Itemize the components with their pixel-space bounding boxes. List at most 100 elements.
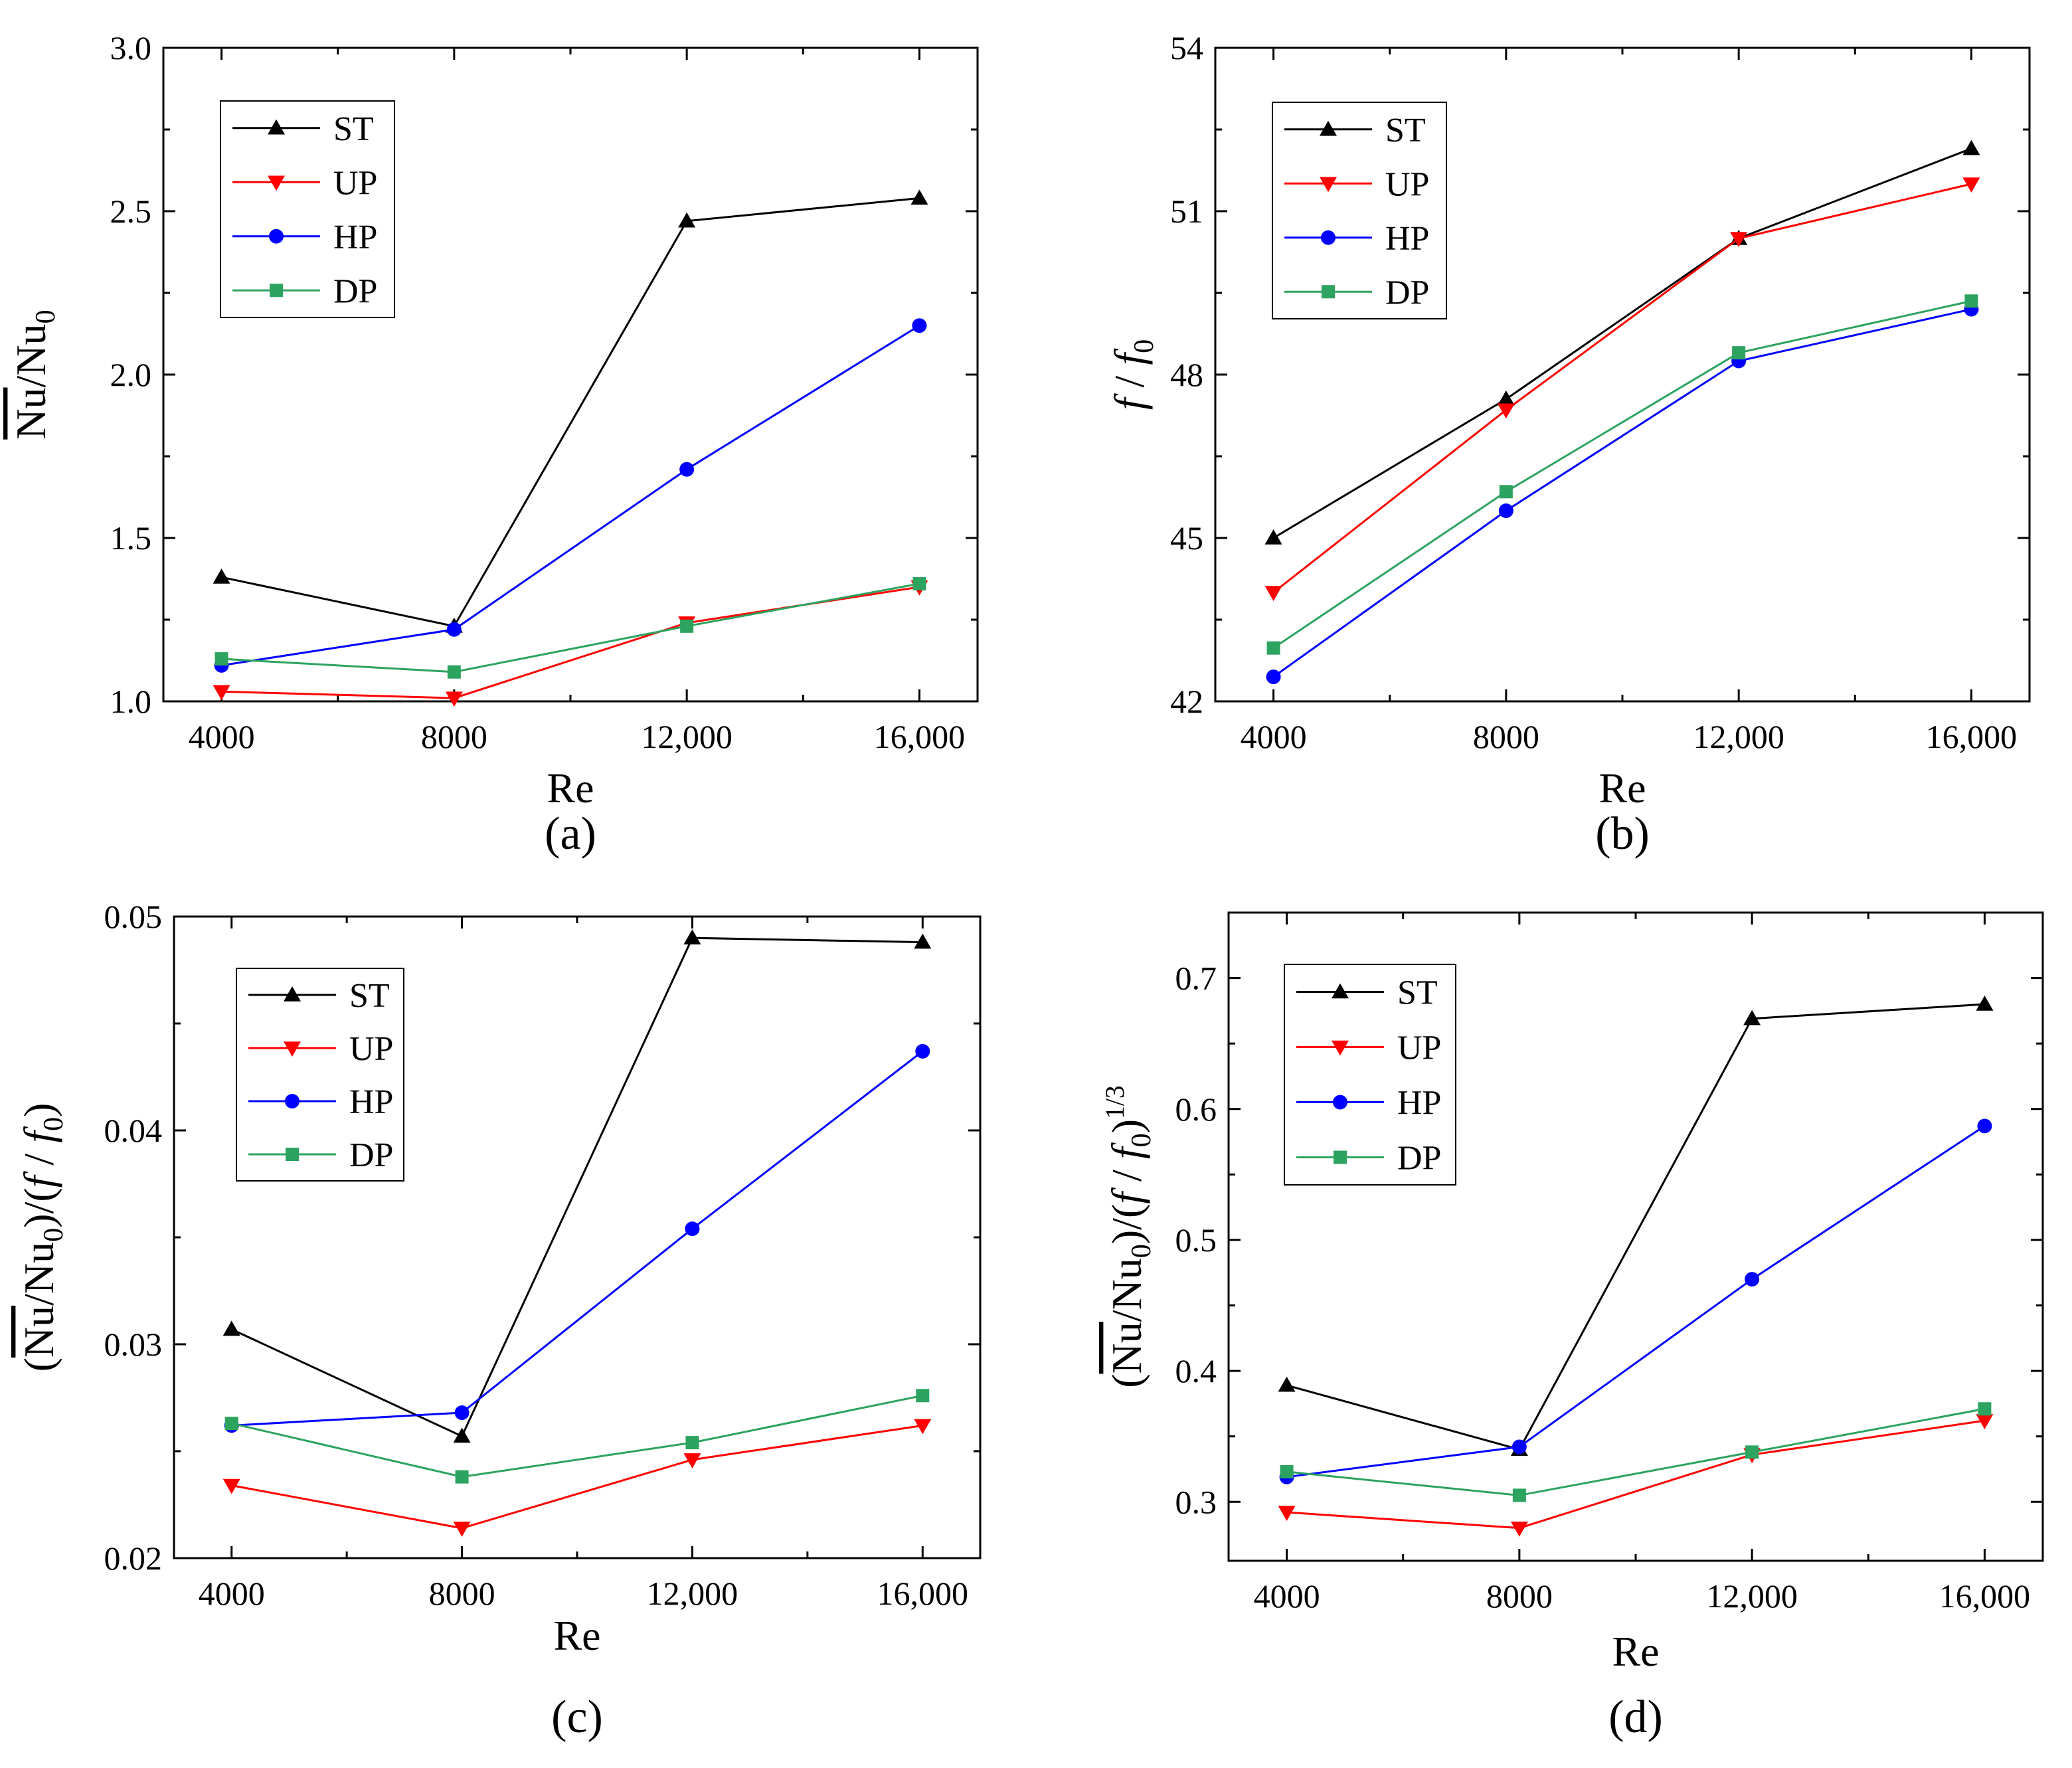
data-point-st bbox=[1497, 390, 1515, 406]
data-point-st bbox=[914, 933, 932, 949]
legend-label-up: UP bbox=[333, 164, 377, 202]
x-axis-label: Re bbox=[1598, 764, 1646, 812]
data-point-up bbox=[1962, 177, 1980, 193]
x-tick-label: 12,000 bbox=[647, 1575, 738, 1612]
series-hp bbox=[214, 318, 927, 673]
x-axis-label: Re bbox=[547, 764, 594, 812]
y-tick-label: 51 bbox=[1170, 193, 1203, 230]
data-point-hp bbox=[446, 622, 462, 637]
series-st bbox=[222, 929, 932, 1443]
legend-marker-hp bbox=[269, 228, 284, 244]
legend: ST UP HP DP bbox=[1272, 102, 1447, 319]
data-point-dp bbox=[224, 1417, 238, 1431]
legend-label-up: UP bbox=[1397, 1029, 1441, 1067]
data-point-up bbox=[683, 1453, 701, 1468]
data-point-up bbox=[1510, 1521, 1528, 1537]
y-axis-label: f / f0 bbox=[1106, 339, 1160, 410]
x-tick-label: 4000 bbox=[1254, 1577, 1320, 1615]
series-line-hp bbox=[221, 324, 920, 667]
data-point-dp bbox=[455, 1470, 469, 1484]
y-tick-label: 0.5 bbox=[1175, 1221, 1217, 1259]
data-point-up bbox=[453, 1522, 471, 1537]
series-line-dp bbox=[231, 1394, 923, 1478]
series-line-hp bbox=[1286, 1125, 1986, 1478]
data-point-dp bbox=[447, 665, 461, 679]
series-line-st bbox=[221, 197, 920, 628]
series-st bbox=[1264, 139, 1980, 545]
data-point-st bbox=[678, 212, 696, 228]
data-point-dp bbox=[1978, 1402, 1992, 1416]
data-point-st bbox=[1264, 529, 1282, 545]
series-dp bbox=[1280, 1402, 1992, 1502]
panel-b: 4000 8000 12,000 16,000 42 45 48 51 54 Re f / f0 ST… bbox=[1106, 29, 2031, 859]
y-label-overline: Nu bbox=[1103, 1322, 1150, 1373]
y-tick-label: 0.4 bbox=[1175, 1352, 1217, 1389]
y-tick-label: 1.5 bbox=[110, 519, 152, 557]
legend-box bbox=[1284, 964, 1456, 1186]
series-line-dp bbox=[1272, 300, 1972, 649]
y-label-sub: 0 bbox=[30, 309, 61, 323]
x-axis-label: Re bbox=[1612, 1628, 1659, 1675]
data-point-hp bbox=[1266, 669, 1281, 685]
data-point-up bbox=[914, 1419, 932, 1435]
legend-marker-dp bbox=[270, 284, 283, 298]
data-point-st bbox=[1962, 139, 1980, 155]
data-point-up bbox=[1264, 586, 1282, 601]
series-dp bbox=[215, 576, 926, 679]
y-tick-label: 48 bbox=[1170, 356, 1203, 393]
series-dp bbox=[224, 1389, 930, 1484]
series-hp bbox=[1266, 302, 1979, 685]
legend-marker-st bbox=[268, 119, 285, 135]
data-point-hp bbox=[1977, 1118, 1992, 1134]
y-label-sub: 0 bbox=[1128, 339, 1160, 353]
y-axis-label: (Nu/Nu0)/(f / f0) bbox=[15, 1103, 69, 1372]
series-line-hp bbox=[1272, 308, 1972, 678]
legend: ST UP HP DP bbox=[1284, 964, 1456, 1186]
legend-marker-hp bbox=[1333, 1095, 1347, 1110]
y-label-sub: 0 bbox=[38, 1228, 69, 1242]
legend-marker-st bbox=[284, 986, 301, 1002]
series-up bbox=[222, 1419, 932, 1537]
legend-label-hp: HP bbox=[349, 1083, 393, 1121]
legend-box bbox=[236, 968, 404, 1182]
data-point-dp bbox=[685, 1436, 699, 1450]
x-tick-label: 8000 bbox=[421, 718, 487, 755]
legend-marker-dp bbox=[286, 1148, 299, 1161]
data-point-st bbox=[453, 1427, 471, 1443]
data-point-hp bbox=[912, 318, 927, 333]
y-tick-label: 1.0 bbox=[110, 683, 152, 720]
panel-a: 4000 8000 12,000 16,0001.01.52.02.53.0ReNu/… bbox=[7, 29, 979, 859]
y-tick-label: 2.0 bbox=[110, 356, 152, 393]
data-point-dp bbox=[1512, 1488, 1526, 1502]
y-tick-label: 2.5 bbox=[110, 193, 152, 230]
legend-marker-up bbox=[284, 1041, 301, 1057]
legend-box bbox=[220, 100, 395, 318]
data-point-st bbox=[910, 189, 928, 205]
panel-label: (d) bbox=[1608, 1692, 1663, 1743]
x-axis-label: Re bbox=[553, 1612, 600, 1659]
legend-label-hp: HP bbox=[1385, 220, 1429, 258]
legend-label-hp: HP bbox=[1397, 1085, 1441, 1122]
series-line-st bbox=[1272, 147, 1972, 539]
data-point-dp bbox=[912, 576, 926, 590]
legend-marker-st bbox=[1320, 120, 1337, 136]
legend-box bbox=[1272, 102, 1447, 319]
x-tick-label: 4000 bbox=[189, 718, 255, 755]
data-point-hp bbox=[454, 1405, 470, 1421]
series-line-st bbox=[231, 936, 923, 1438]
y-tick-label: 0.3 bbox=[1175, 1483, 1217, 1520]
series-line-st bbox=[1286, 1003, 1985, 1451]
x-tick-label: 12,000 bbox=[1693, 718, 1784, 755]
x-tick-label: 16,000 bbox=[1926, 718, 2018, 755]
data-point-st bbox=[683, 929, 701, 944]
y-label-sub: 0 bbox=[1126, 1244, 1157, 1258]
data-point-st bbox=[1278, 1376, 1296, 1392]
x-tick-label: 16,000 bbox=[877, 1575, 969, 1612]
series-up bbox=[1278, 1414, 1994, 1537]
legend-label-up: UP bbox=[349, 1030, 393, 1068]
series-line-hp bbox=[231, 1050, 924, 1427]
series-line-dp bbox=[1286, 1407, 1985, 1496]
y-tick-label: 3.0 bbox=[110, 29, 152, 66]
data-point-st bbox=[222, 1320, 240, 1336]
